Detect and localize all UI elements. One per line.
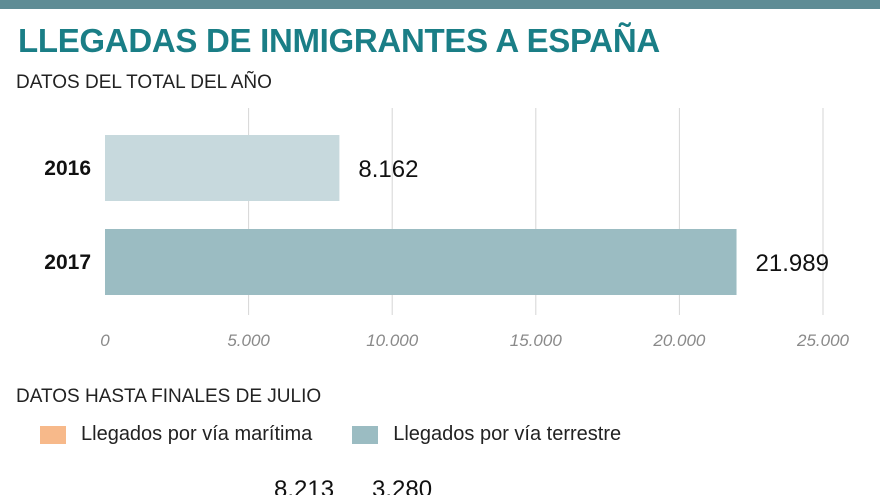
legend-label-maritime: Llegados por vía marítima — [81, 423, 313, 445]
section-subtitle-annual: DATOS DEL TOTAL DEL AÑO — [16, 72, 272, 93]
x-tick-label: 25.000 — [796, 331, 850, 350]
july-values-row: 8.213 3.280 — [0, 478, 880, 495]
annual-bar-chart: 0 5.000 10.000 15.000 20.000 25.000 2016 8.162 2… — [44, 108, 850, 350]
x-tick-label: 10.000 — [366, 331, 419, 350]
bar-2017 — [105, 229, 737, 295]
year-label-2017: 2017 — [44, 251, 91, 274]
legend-swatch-land — [352, 425, 379, 444]
x-tick-label: 20.000 — [652, 331, 706, 350]
x-tick-label: 0 — [100, 331, 110, 350]
july-value-maritime: 8.213 — [274, 478, 335, 495]
chart-title: LLEGADAS DE INMIGRANTES A ESPAÑA — [18, 22, 660, 59]
legend-swatch-maritime — [40, 425, 66, 444]
legend-item-maritime: Llegados por vía marítima — [40, 423, 312, 446]
x-tick-label: 15.000 — [510, 331, 563, 350]
bar-2016 — [105, 135, 340, 201]
top-accent-bar — [0, 0, 880, 9]
x-tick-label: 5.000 — [227, 331, 270, 350]
section-subtitle-july: DATOS HASTA FINALES DE JULIO — [16, 386, 322, 407]
value-label-2016: 8.162 — [358, 156, 418, 183]
legend-label-land: Llegados por vía terrestre — [393, 423, 622, 445]
legend: Llegados por vía marítima Llegados por v… — [40, 423, 661, 446]
july-value-land: 3.280 — [372, 478, 433, 495]
legend-item-land: Llegados por vía terrestre — [352, 423, 621, 446]
value-label-2017: 21.989 — [756, 250, 829, 277]
year-label-2016: 2016 — [44, 157, 91, 180]
